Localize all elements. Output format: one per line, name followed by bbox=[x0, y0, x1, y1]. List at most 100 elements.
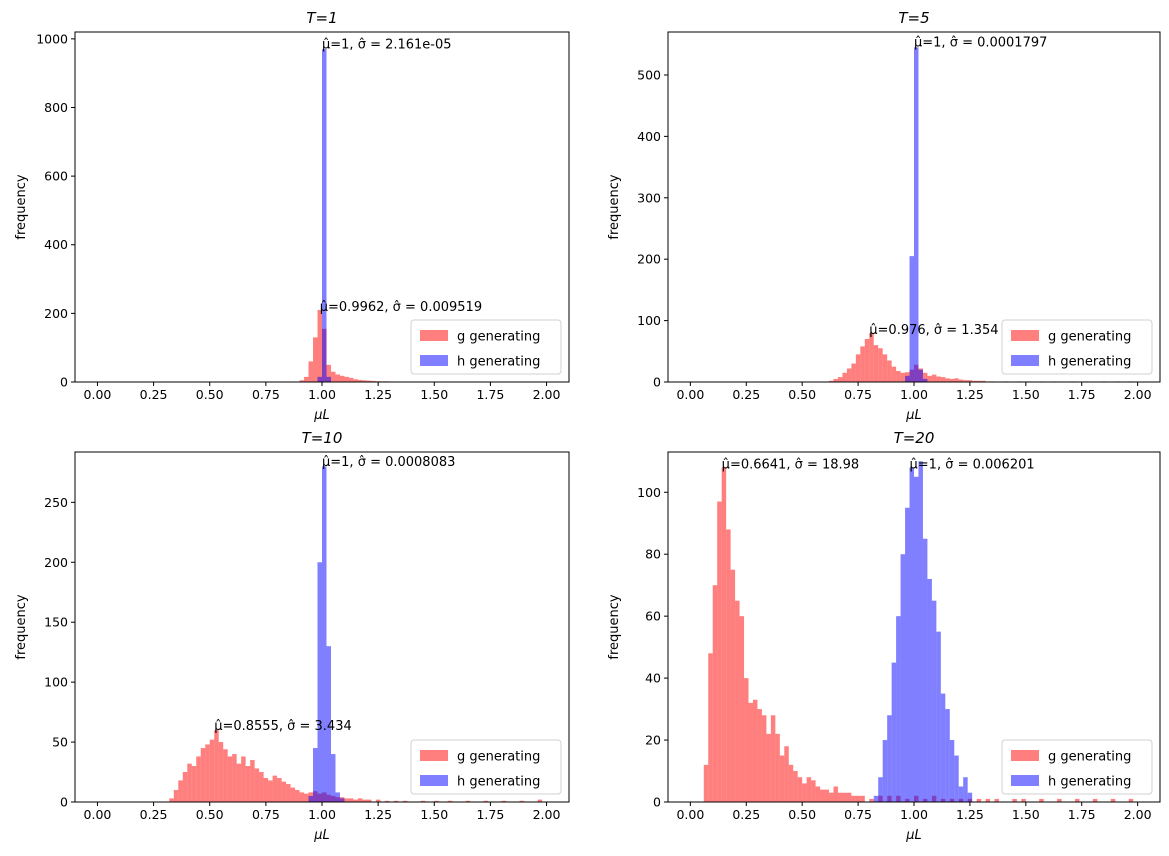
histogram-bar bbox=[909, 256, 914, 382]
histogram-bar bbox=[420, 800, 426, 802]
y-tick-label: 200 bbox=[44, 306, 68, 321]
histogram-bar bbox=[936, 376, 941, 382]
histogram-bar bbox=[393, 800, 399, 802]
histogram-bar bbox=[313, 748, 318, 802]
series-h-generating bbox=[873, 461, 973, 802]
histogram-bar bbox=[335, 374, 340, 382]
x-tick-label: 2.00 bbox=[533, 807, 561, 822]
histogram-bar bbox=[281, 781, 287, 802]
x-tick-label: 0.50 bbox=[788, 387, 816, 402]
x-tick-label: 2.00 bbox=[1124, 387, 1152, 402]
histogram-bar bbox=[236, 763, 242, 802]
histogram-bar bbox=[954, 378, 959, 382]
histogram-bar bbox=[317, 376, 322, 382]
x-tick-label: 1.50 bbox=[1012, 807, 1040, 822]
legend-entry: g generating bbox=[457, 750, 540, 765]
y-tick-label: 50 bbox=[52, 735, 68, 750]
histogram-bar bbox=[869, 798, 874, 802]
histogram-bar bbox=[940, 377, 946, 382]
legend: g generating h generating bbox=[410, 739, 562, 795]
histogram-bar bbox=[909, 467, 914, 802]
histogram-bar bbox=[317, 562, 322, 802]
y-tick-label: 0 bbox=[653, 375, 661, 390]
x-tick-label: 1.75 bbox=[1068, 807, 1096, 822]
histogram-bar bbox=[744, 678, 749, 802]
histogram-bar bbox=[775, 733, 780, 802]
histogram-bar bbox=[851, 795, 856, 802]
histogram-bar bbox=[806, 777, 812, 802]
x-tick-label: 1.25 bbox=[956, 807, 984, 822]
histogram-bar bbox=[914, 47, 919, 382]
histogram-bar bbox=[829, 792, 834, 802]
histogram-bar bbox=[330, 754, 336, 802]
histogram-bar bbox=[200, 748, 206, 802]
legend-swatch bbox=[1011, 775, 1039, 786]
y-tick-label: 500 bbox=[637, 67, 661, 82]
series-g-generating bbox=[299, 309, 408, 382]
histogram-bar bbox=[326, 364, 331, 382]
x-tick-label: 0.75 bbox=[844, 807, 872, 822]
subplot-title: T=1 bbox=[306, 9, 337, 27]
histogram-bar bbox=[537, 799, 543, 802]
y-tick-label: 600 bbox=[44, 169, 68, 184]
x-tick-label: 1.75 bbox=[476, 807, 504, 822]
histogram-bar bbox=[259, 772, 264, 802]
histogram-bar bbox=[900, 554, 906, 802]
legend-entry: g generating bbox=[457, 330, 540, 345]
histogram-bar bbox=[811, 780, 816, 802]
histogram-bar bbox=[447, 800, 453, 802]
histogram-bar bbox=[887, 360, 892, 382]
histogram-bar bbox=[223, 749, 228, 802]
histogram-bar bbox=[940, 693, 946, 802]
x-tick-label: 1.75 bbox=[1068, 387, 1096, 402]
histogram-bar bbox=[501, 800, 507, 802]
histogram-bar bbox=[954, 755, 959, 802]
histogram-bar bbox=[914, 476, 919, 802]
subplot-title: T=20 bbox=[894, 429, 935, 447]
x-tick-label: 1.00 bbox=[900, 807, 928, 822]
x-tick-label: 0.00 bbox=[84, 387, 112, 402]
histogram-bar bbox=[277, 778, 282, 802]
y-tick-label: 200 bbox=[44, 555, 68, 570]
y-tick-label: 60 bbox=[645, 609, 661, 624]
histogram-bar bbox=[860, 346, 865, 382]
histogram-bar bbox=[931, 374, 937, 382]
histogram-bar bbox=[353, 379, 358, 382]
histogram-bar bbox=[887, 715, 892, 802]
histogram-bar bbox=[837, 377, 843, 382]
histogram-bar bbox=[1021, 798, 1026, 802]
y-tick-label: 0 bbox=[60, 375, 68, 390]
histogram-bar bbox=[918, 461, 923, 802]
histogram-bar bbox=[339, 798, 345, 802]
histogram-bar bbox=[882, 354, 888, 382]
histogram-bar bbox=[286, 784, 291, 802]
histogram-bar bbox=[708, 653, 713, 802]
legend-swatch bbox=[1011, 330, 1039, 341]
histogram-bar bbox=[896, 616, 901, 802]
histogram-bar bbox=[308, 796, 314, 802]
x-tick-label: 0.75 bbox=[252, 387, 280, 402]
histogram-bar bbox=[712, 585, 718, 802]
histogram-bar bbox=[348, 798, 354, 802]
histogram-bar bbox=[330, 371, 336, 382]
y-tick-label: 400 bbox=[637, 129, 661, 144]
histogram-bar bbox=[748, 702, 753, 802]
histogram-bar bbox=[214, 730, 219, 802]
x-tick-label: 1.50 bbox=[420, 387, 448, 402]
legend-entry: h generating bbox=[457, 775, 540, 790]
stat-annotation: μ̂=0.976, σ̂ = 1.354 bbox=[869, 323, 998, 338]
legend-swatch bbox=[1011, 355, 1039, 366]
histogram-bar bbox=[357, 379, 363, 382]
histogram-bar bbox=[1012, 798, 1017, 802]
legend-entry: g generating bbox=[1048, 750, 1131, 765]
histogram-bar bbox=[918, 369, 923, 382]
histogram-bar bbox=[178, 780, 183, 802]
histogram-bar bbox=[864, 339, 870, 382]
histogram-bar bbox=[869, 332, 874, 382]
x-tick-label: 1.25 bbox=[956, 387, 984, 402]
histogram-bar bbox=[483, 800, 489, 802]
histogram-bar bbox=[967, 792, 973, 802]
stat-annotation: μ̂=1, σ̂ = 0.0001797 bbox=[914, 36, 1047, 51]
histogram-bar bbox=[905, 507, 910, 802]
histogram-bar bbox=[290, 787, 296, 802]
